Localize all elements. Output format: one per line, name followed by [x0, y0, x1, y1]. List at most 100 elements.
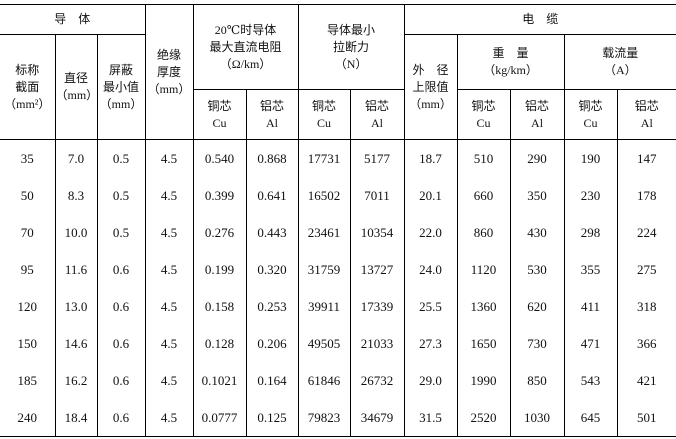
data-cell: 1030: [509, 399, 565, 437]
data-cell: 290: [509, 139, 565, 177]
header-cell: 标称 截面 （mm²）: [0, 34, 56, 140]
header-text: Cu: [212, 115, 227, 130]
header-text: Al: [371, 115, 384, 130]
header-text: 电 缆: [522, 12, 559, 26]
data-cell: 0.6: [96, 362, 146, 399]
data-cell: 660: [456, 177, 511, 214]
data-cell: 0.253: [245, 288, 299, 325]
header-text: （mm）: [409, 96, 452, 111]
data-cell: 0.641: [245, 177, 299, 214]
data-cell: 4.5: [144, 325, 194, 362]
data-cell: 4.5: [144, 139, 194, 177]
header-cell: 铝芯 Al: [509, 89, 565, 140]
header-text: 载流量: [602, 46, 639, 60]
header-text: （N）: [334, 56, 368, 71]
data-cell: 31.5: [403, 399, 458, 437]
data-cell: 1120: [456, 251, 511, 288]
header-text: 上限值: [412, 79, 449, 94]
header-text: （mm）: [147, 81, 191, 96]
header-text: 铝芯: [260, 98, 285, 113]
data-cell: 275: [616, 251, 676, 288]
data-cell: 543: [563, 362, 618, 399]
header-text: 最小值: [102, 79, 139, 94]
data-cell: 240: [0, 399, 56, 437]
header-text: （A）: [603, 63, 637, 77]
data-cell: 4.5: [144, 214, 194, 251]
data-cell: 730: [509, 325, 565, 362]
data-cell: 0.128: [192, 325, 247, 362]
data-cell: 49505: [297, 325, 351, 362]
header-text: Al: [531, 115, 544, 130]
data-cell: 17339: [349, 288, 405, 325]
header-cell: 导体最小 拉断力 （N）: [297, 4, 405, 90]
header-cell: 铝芯 Al: [349, 89, 405, 140]
header-text: 导体最小: [327, 22, 376, 37]
data-cell: 26732: [349, 362, 405, 399]
header-text: 截面: [15, 79, 40, 94]
data-cell: 0.5: [96, 214, 146, 251]
data-row: 95 11.6 0.6 4.5 0.199 0.320 31759 13727 24.0 1120…: [0, 251, 676, 288]
data-cell: 4.5: [144, 399, 194, 437]
header-cell: 载流量 （A）: [563, 34, 676, 90]
data-cell: 20.1: [403, 177, 458, 214]
header-cell: 导 体: [0, 4, 146, 35]
header-text: 外 径: [412, 62, 449, 77]
header-cell: 重 量 （kg/km）: [456, 34, 565, 90]
header-cell: 电 缆: [403, 4, 676, 35]
data-cell: 501: [616, 399, 676, 437]
data-cell: 0.5: [96, 177, 146, 214]
data-cell: 14.6: [54, 325, 98, 362]
data-cell: 645: [563, 399, 618, 437]
data-cell: 430: [509, 214, 565, 251]
data-cell: 4.5: [144, 177, 194, 214]
data-cell: 0.443: [245, 214, 299, 251]
header-row: 铜芯 Cu 铝芯 Al 铜芯 Cu 铝芯 Al 铜芯 Cu 铝芯 Al 铜芯 Cu 铝芯 Al: [0, 89, 676, 140]
data-cell: 0.276: [192, 214, 247, 251]
data-row: 35 7.0 0.5 4.5 0.540 0.868 17731 5177 18.7 510 290…: [0, 139, 676, 177]
data-cell: 471: [563, 325, 618, 362]
cable-table: 导 体绝缘 厚度 （mm） 20℃时导体 最大直流电阻 （Ω/km） 导体最小 拉断力 （N） 电…: [0, 4, 676, 437]
data-cell: 4.5: [144, 362, 194, 399]
data-cell: 0.125: [245, 399, 299, 437]
data-cell: 0.6: [96, 399, 146, 437]
data-cell: 29.0: [403, 362, 458, 399]
data-cell: 16.2: [54, 362, 98, 399]
header-text: 屏蔽: [108, 62, 133, 77]
header-text: 铜芯: [312, 98, 337, 113]
data-cell: 0.5: [96, 139, 146, 177]
data-cell: 318: [616, 288, 676, 325]
data-cell: 0.164: [245, 362, 299, 399]
data-cell: 421: [616, 362, 676, 399]
header-text: Al: [266, 115, 278, 130]
data-cell: 355: [563, 251, 618, 288]
header-cell: 铜芯 Cu: [297, 89, 351, 140]
data-cell: 150: [0, 325, 56, 362]
header-text: 导 体: [54, 12, 91, 26]
data-cell: 510: [456, 139, 511, 177]
header-text: 铝芯: [365, 98, 390, 113]
data-cell: 4.5: [144, 288, 194, 325]
header-cell: 铜芯 Cu: [456, 89, 511, 140]
data-cell: 79823: [297, 399, 351, 437]
data-cell: 185: [0, 362, 56, 399]
data-cell: 620: [509, 288, 565, 325]
data-cell: 0.320: [245, 251, 299, 288]
data-cell: 0.199: [192, 251, 247, 288]
data-cell: 13727: [349, 251, 405, 288]
data-cell: 10354: [349, 214, 405, 251]
data-cell: 350: [509, 177, 565, 214]
header-text: Al: [640, 115, 653, 130]
data-cell: 10.0: [54, 214, 98, 251]
data-cell: 0.6: [96, 251, 146, 288]
data-cell: 0.0777: [192, 399, 247, 437]
header-text: （mm）: [99, 96, 143, 111]
header-cell: 20℃时导体 最大直流电阻 （Ω/km）: [192, 4, 299, 90]
data-cell: 411: [563, 288, 618, 325]
data-cell: 17731: [297, 139, 351, 177]
header-text: 铝芯: [525, 98, 550, 113]
header-cell: 铝芯 Al: [616, 89, 676, 140]
header-row: 导 体绝缘 厚度 （mm） 20℃时导体 最大直流电阻 （Ω/km） 导体最小 拉断力 （N） 电…: [0, 4, 676, 140]
data-cell: 27.3: [403, 325, 458, 362]
header-text: （Ω/km）: [219, 56, 272, 71]
header-text: 标称: [15, 62, 40, 77]
